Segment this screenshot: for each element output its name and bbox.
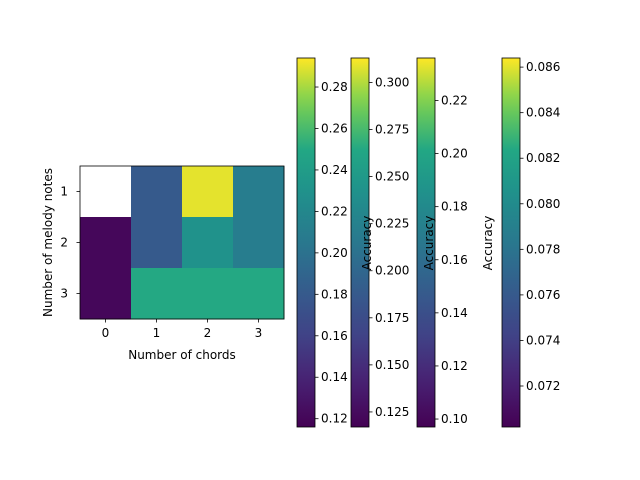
heatmap-cell bbox=[131, 166, 183, 218]
colorbar-tick-label: 0.125 bbox=[375, 405, 409, 419]
colorbar-frame bbox=[416, 57, 436, 428]
colorbar-frame bbox=[501, 57, 521, 428]
colorbar: 0.12 0.14 0.16 0.18 0.20 0.22 0.24 0.26 0.28 bbox=[296, 57, 348, 428]
colorbar-tick-label: 0.22 bbox=[441, 93, 468, 107]
colorbar-tick-label: 0.074 bbox=[526, 333, 560, 347]
colorbar-tick-label: 0.24 bbox=[321, 163, 348, 177]
colorbar-gradient bbox=[351, 58, 369, 427]
colorbar-tick-label: 0.22 bbox=[321, 204, 348, 218]
colorbar-tick-label: 0.12 bbox=[441, 359, 468, 373]
colorbar: 0.10 0.12 0.14 0.16 0.18 0.20 0.22 Accuracy bbox=[416, 57, 468, 428]
colorbar-label: Accuracy bbox=[481, 216, 495, 271]
colorbar-tick-label: 0.14 bbox=[441, 306, 468, 320]
colorbar-tick-label: 0.076 bbox=[526, 288, 560, 302]
colorbar: 0.072 0.074 0.076 0.078 0.080 0.082 0.084 0.086… bbox=[481, 57, 560, 428]
colorbar-tick-label: 0.18 bbox=[321, 287, 348, 301]
heatmap-cell bbox=[80, 268, 132, 320]
y-axis-label: Number of melody notes bbox=[41, 168, 55, 317]
colorbar-tick-label: 0.300 bbox=[375, 75, 409, 89]
y-tick-label: 2 bbox=[60, 236, 68, 250]
colorbar: 0.125 0.150 0.175 0.200 0.225 0.250 0.275 0.300… bbox=[350, 57, 409, 428]
heatmap-cell bbox=[233, 166, 285, 218]
colorbar-frame bbox=[350, 57, 370, 428]
colorbar-tick-label: 0.26 bbox=[321, 121, 348, 135]
x-tick-label: 1 bbox=[153, 326, 161, 340]
colorbar-gradient bbox=[502, 58, 520, 427]
heatmap-cell bbox=[182, 166, 234, 218]
x-axis-label: Number of chords bbox=[128, 348, 236, 362]
x-tick-label: 3 bbox=[255, 326, 263, 340]
heatmap-cell bbox=[233, 217, 285, 269]
colorbar-tick-label: 0.18 bbox=[441, 200, 468, 214]
colorbar-tick-label: 0.16 bbox=[321, 329, 348, 343]
heatmap-cell bbox=[233, 268, 285, 320]
colorbar-tick-label: 0.084 bbox=[526, 106, 560, 120]
colorbar-tick-label: 0.080 bbox=[526, 197, 560, 211]
colorbar-tick-label: 0.225 bbox=[375, 217, 409, 231]
colorbar-tick-label: 0.275 bbox=[375, 123, 409, 137]
colorbar-gradient bbox=[417, 58, 435, 427]
colorbar-label: Accuracy bbox=[360, 216, 374, 271]
x-tick-label: 0 bbox=[102, 326, 110, 340]
colorbar-tick-label: 0.16 bbox=[441, 253, 468, 267]
x-tick-label: 2 bbox=[204, 326, 212, 340]
heatmap-cell bbox=[182, 268, 234, 320]
y-tick-label: 1 bbox=[60, 185, 68, 199]
colorbar-tick-label: 0.072 bbox=[526, 379, 560, 393]
heatmap-cell bbox=[80, 217, 132, 269]
colorbar-tick-label: 0.078 bbox=[526, 242, 560, 256]
colorbar-frame bbox=[296, 57, 316, 428]
colorbar-gradient bbox=[297, 58, 315, 427]
colorbar-tick-label: 0.200 bbox=[375, 264, 409, 278]
colorbar-tick-label: 0.20 bbox=[441, 147, 468, 161]
colorbar-tick-label: 0.20 bbox=[321, 246, 348, 260]
colorbars: 0.120.140.160.180.200.220.240.260.280.12… bbox=[296, 57, 560, 428]
colorbar-tick-label: 0.175 bbox=[375, 311, 409, 325]
heatmap-cell bbox=[80, 166, 132, 218]
colorbar-tick-label: 0.28 bbox=[321, 80, 348, 94]
y-tick-label: 3 bbox=[60, 287, 68, 301]
heatmap-cell bbox=[182, 217, 234, 269]
heatmap-cell bbox=[131, 268, 183, 320]
colorbar-tick-label: 0.14 bbox=[321, 370, 348, 384]
colorbar-label: Accuracy bbox=[422, 216, 436, 271]
heatmap-cell bbox=[131, 217, 183, 269]
colorbar-tick-label: 0.12 bbox=[321, 412, 348, 426]
colorbar-tick-label: 0.086 bbox=[526, 60, 560, 74]
colorbar-tick-label: 0.10 bbox=[441, 412, 468, 426]
colorbar-tick-label: 0.150 bbox=[375, 358, 409, 372]
colorbar-tick-label: 0.082 bbox=[526, 151, 560, 165]
colorbar-tick-label: 0.250 bbox=[375, 170, 409, 184]
heatmap: 0 1 2 3 1 2 3 Number of chords Number of melody … bbox=[41, 165, 285, 362]
